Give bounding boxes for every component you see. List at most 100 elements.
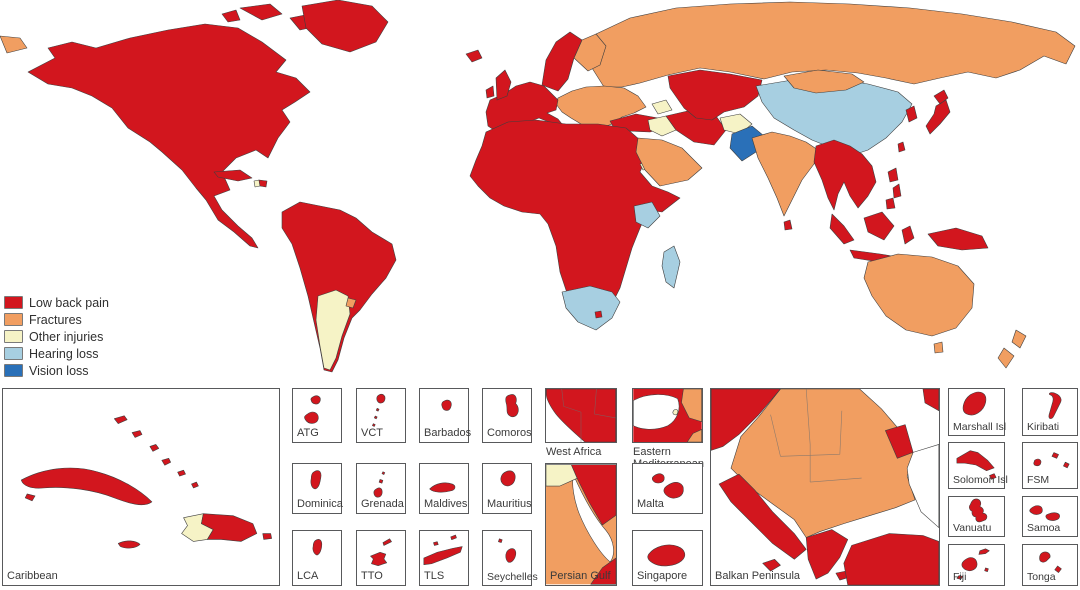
inset-samoa-map	[1029, 505, 1060, 521]
inset-barbados: Barbados	[419, 388, 471, 443]
inset-solomon-isl: Solomon Isl	[948, 442, 1008, 489]
inset-caribbean-map	[20, 415, 272, 549]
inset-singapore-label: Singapore	[637, 570, 688, 583]
iraq-inset-shape	[546, 464, 578, 487]
italy-shape	[718, 473, 807, 572]
inset-mauritius: Mauritius	[482, 463, 532, 514]
inset-comoros: Comoros	[482, 388, 532, 443]
legend-label-vision-loss: Vision loss	[29, 363, 89, 378]
inset-kiribati: Kiribati	[1022, 388, 1078, 436]
inset-grenada-map	[373, 471, 386, 498]
inset-tonga-map	[1039, 551, 1062, 573]
inset-tls-map	[423, 534, 463, 566]
inset-maldives: Maldives	[419, 463, 469, 514]
region-australia	[863, 253, 975, 354]
region-united-kingdom	[495, 69, 512, 101]
maldives-shape	[429, 482, 456, 493]
inset-dominica-label: Dominica	[297, 498, 343, 511]
region-new-zealand	[997, 329, 1027, 369]
legend-label-other-injuries: Other injuries	[29, 329, 104, 344]
region-sri-lanka	[783, 219, 793, 231]
bahamas-shapes	[113, 415, 199, 489]
kiribati-shape	[1048, 392, 1062, 419]
turkey-inset-shape	[843, 533, 939, 585]
inset-west-africa-label: West Africa	[546, 446, 602, 458]
map-legend: Low back pain Fractures Other injuries H…	[4, 294, 109, 379]
lebanon-shape	[672, 409, 679, 416]
main-map-svg	[0, 0, 1076, 373]
inset-caribbean-label: Caribbean	[7, 570, 58, 583]
inset-samoa: Samoa	[1022, 496, 1078, 537]
region-philippines	[885, 167, 902, 210]
legend-item-hearing-loss: Hearing loss	[4, 345, 109, 362]
antigua-barbuda-shape	[304, 395, 321, 424]
region-russia	[585, 1, 1076, 88]
region-new-guinea	[927, 227, 989, 251]
region-greenland	[301, 0, 389, 53]
inset-grenada-label: Grenada	[361, 498, 404, 511]
inset-malta-label: Malta	[637, 498, 664, 511]
legend-swatch-other-injuries	[4, 330, 23, 343]
legend-swatch-low-back-pain	[4, 296, 23, 309]
inset-fsm-label: FSM	[1027, 473, 1050, 486]
inset-comoros-map	[505, 394, 519, 417]
singapore-shape	[647, 544, 686, 567]
inset-fiji: Fiji	[948, 544, 1005, 586]
region-cuba-main	[213, 169, 253, 182]
inset-tonga: Tonga	[1022, 544, 1078, 586]
inset-mauritius-map	[500, 470, 516, 487]
region-kenya	[633, 201, 661, 229]
region-south-america	[281, 201, 397, 373]
fsm-shape	[1033, 452, 1070, 469]
legend-label-hearing-loss: Hearing loss	[29, 346, 99, 361]
inset-balkan-label: Balkan Peninsula	[715, 570, 801, 583]
inset-atg-label: ATG	[297, 427, 319, 440]
inset-tto: TTO	[356, 530, 406, 586]
cuba-shape	[20, 467, 153, 506]
inset-tonga-label: Tonga	[1027, 570, 1056, 583]
inset-barbados-map	[441, 399, 452, 411]
inset-singapore-map	[647, 544, 686, 567]
region-argentina	[315, 289, 351, 371]
inset-kiribati-map	[1048, 392, 1062, 419]
inset-fsm: FSM	[1022, 442, 1078, 489]
grenada-shape	[373, 471, 386, 498]
inset-samoa-label: Samoa	[1027, 521, 1061, 534]
barbados-shape	[441, 399, 452, 411]
inset-balkan: Balkan Peninsula	[710, 388, 940, 586]
legend-label-low-back-pain: Low back pain	[29, 295, 109, 310]
region-japan	[925, 89, 951, 135]
balkans-borders	[770, 389, 862, 483]
inset-caribbean: Caribbean	[2, 388, 280, 586]
legend-swatch-fractures	[4, 313, 23, 326]
inset-vanuatu-map	[969, 498, 988, 523]
legend-swatch-hearing-loss	[4, 347, 23, 360]
balkan-top-left-red-shape	[711, 389, 781, 451]
inset-eastern-mediterranean-map	[633, 389, 702, 442]
inset-malta-map	[651, 473, 684, 499]
inset-lca-map	[312, 539, 323, 556]
syria-shape	[681, 389, 702, 423]
puerto-rico-shape	[262, 533, 272, 540]
legend-item-fractures: Fractures	[4, 311, 109, 328]
inset-lca: LCA	[292, 530, 342, 586]
jamaica-shape	[117, 540, 141, 549]
jordan-shape	[686, 429, 702, 442]
greece-inset-shape	[805, 529, 851, 581]
inset-grenada: Grenada	[356, 463, 406, 514]
region-scandinavia	[541, 31, 583, 92]
region-saudi-arabia	[635, 137, 703, 187]
fiji-shape	[956, 548, 990, 580]
samoa-shape	[1029, 505, 1060, 521]
mediterranean-sea-shape	[633, 394, 680, 430]
legend-swatch-vision-loss	[4, 364, 23, 377]
region-iceland	[465, 49, 483, 63]
inset-fsm-map	[1033, 452, 1070, 469]
st-lucia-shape	[312, 539, 323, 556]
west-africa-borders	[561, 389, 616, 442]
inset-balkan-map	[711, 389, 939, 585]
inset-marshall-isl-label: Marshall Isl	[953, 420, 1007, 433]
solomon-islands-shape	[956, 450, 997, 480]
inset-persian-gulf-label: Persian Gulf	[550, 570, 611, 583]
